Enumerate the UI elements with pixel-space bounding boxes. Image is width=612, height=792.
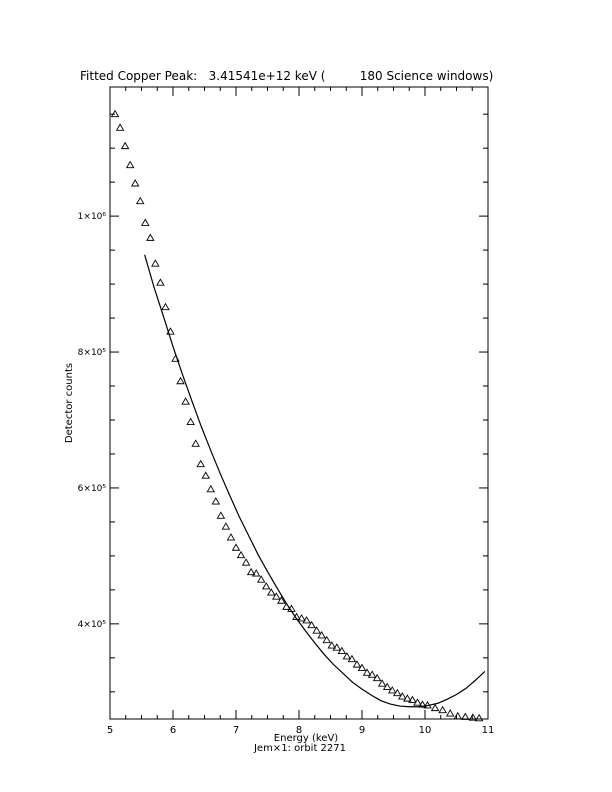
data-point	[196, 459, 206, 468]
data-point	[468, 713, 478, 721]
data-point	[312, 626, 321, 634]
footer-label: Jem×1: orbit 2271	[253, 743, 346, 754]
data-point	[266, 588, 276, 596]
data-point	[151, 259, 160, 267]
data-point	[241, 558, 251, 566]
data-point	[251, 569, 261, 577]
x-tick-label: 7	[233, 725, 239, 736]
data-point	[317, 631, 326, 639]
data-point	[297, 614, 306, 622]
data-point	[347, 654, 357, 663]
data-point	[367, 670, 377, 678]
chart-title: Fitted Copper Peak: 3.41541e+12 keV ( 18…	[80, 69, 493, 83]
data-point	[146, 233, 155, 241]
data-point	[322, 635, 332, 644]
x-axis-label: Energy (keV)	[274, 733, 339, 744]
data-point	[130, 179, 140, 187]
data-point	[115, 123, 125, 131]
data-point	[156, 278, 165, 286]
data-point	[236, 550, 246, 559]
data-point	[176, 376, 185, 385]
data-point	[430, 703, 440, 712]
x-tick-label: 5	[107, 725, 113, 736]
x-tick-label: 11	[482, 725, 495, 736]
data-point	[352, 660, 362, 668]
data-point	[408, 695, 417, 703]
x-tick-label: 10	[419, 725, 432, 736]
x-tick-label: 8	[296, 725, 302, 736]
y-tick-label: 1×10⁶	[78, 212, 107, 222]
data-point	[181, 397, 190, 405]
data-point	[387, 686, 397, 694]
data-point	[357, 663, 367, 671]
data-point	[140, 218, 150, 226]
y-tick-label: 8×10⁵	[78, 348, 107, 358]
data-point	[342, 652, 352, 660]
data-point	[110, 109, 120, 118]
data-point	[135, 196, 145, 205]
data-point	[453, 711, 463, 720]
data-point	[403, 694, 412, 702]
data-point	[186, 417, 195, 425]
data-point	[277, 596, 286, 604]
axis-tick-labels: 5 6 7 8 9 10 11 4×10⁵ 6×10⁵ 8×10⁵ 1×10⁶	[78, 212, 495, 736]
data-point	[362, 668, 372, 676]
data-point	[231, 543, 241, 551]
data-point	[261, 582, 271, 590]
data-point	[332, 643, 342, 651]
fit-curve	[144, 254, 486, 708]
data-point	[201, 471, 211, 479]
data-point	[246, 567, 256, 576]
data-point	[438, 705, 447, 714]
data-point	[216, 511, 226, 519]
data-point	[161, 302, 170, 311]
x-tick-label: 9	[359, 725, 365, 736]
data-point	[382, 682, 392, 691]
y-axis-label: Detector counts	[64, 363, 75, 443]
data-point	[272, 592, 281, 600]
data-point	[307, 620, 316, 629]
data-point	[226, 533, 236, 541]
data-point	[327, 641, 337, 649]
data-point	[211, 497, 221, 505]
data-point	[221, 522, 231, 530]
data-point	[256, 575, 266, 583]
data-point	[377, 679, 387, 687]
data-point	[461, 712, 470, 720]
y-tick-label: 6×10⁵	[78, 484, 107, 494]
plot-frame	[109, 86, 489, 720]
axis-ticks	[109, 87, 489, 719]
data-point	[337, 646, 347, 654]
data-point	[125, 160, 135, 169]
data-point	[413, 698, 422, 706]
data-point	[206, 484, 216, 493]
y-tick-label: 4×10⁵	[78, 620, 107, 630]
data-point	[398, 692, 407, 700]
data-point	[474, 713, 484, 722]
data-point	[120, 141, 130, 150]
x-tick-label: 6	[170, 725, 176, 736]
series-layer	[110, 109, 486, 722]
data-point	[445, 709, 455, 717]
data-point	[191, 439, 200, 447]
data-point	[418, 700, 427, 708]
data-point	[302, 616, 311, 624]
data-point	[372, 673, 382, 682]
data-point	[392, 688, 402, 697]
